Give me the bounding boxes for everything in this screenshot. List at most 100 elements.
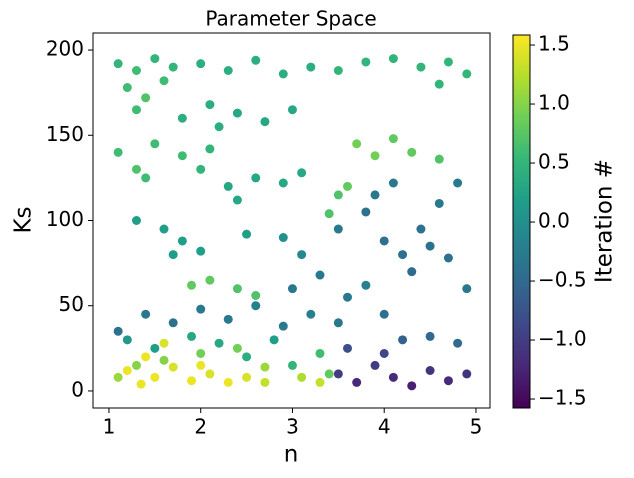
point [443, 57, 453, 67]
point [223, 181, 233, 191]
y-tick-label: 50 [59, 292, 84, 316]
point [306, 309, 316, 319]
point [187, 331, 197, 341]
point [214, 338, 224, 348]
point [131, 105, 141, 115]
point [205, 144, 215, 154]
point [379, 236, 389, 246]
point [260, 377, 270, 387]
point [223, 314, 233, 324]
point [343, 292, 353, 302]
point [113, 372, 123, 382]
point [388, 178, 398, 188]
point [306, 62, 316, 72]
point [141, 173, 151, 183]
point [388, 372, 398, 382]
point [370, 151, 380, 161]
point [425, 241, 435, 251]
point [333, 318, 343, 328]
point [443, 376, 453, 386]
point [232, 343, 242, 353]
point [141, 309, 151, 319]
point [352, 377, 362, 387]
x-tick-label: 4 [378, 415, 391, 439]
point [333, 66, 343, 75]
colorbar-tick-label: 0.5 [538, 150, 570, 174]
point [122, 83, 132, 93]
colorbar-tick-label: −1.5 [538, 386, 587, 410]
point [324, 369, 334, 379]
point [232, 195, 242, 205]
colorbar-tick-label: 1.0 [538, 91, 570, 115]
point [168, 362, 178, 372]
point [187, 376, 197, 386]
point [113, 59, 123, 69]
y-tick-label: 100 [46, 207, 84, 231]
colorbar-tick-label: −1.0 [538, 327, 587, 351]
point [388, 54, 398, 64]
point [297, 250, 307, 260]
point [251, 291, 261, 300]
point [315, 377, 325, 387]
point [343, 181, 353, 191]
point [232, 284, 242, 294]
point [361, 57, 371, 67]
point [168, 62, 178, 72]
colorbar [512, 34, 531, 409]
point [150, 343, 160, 353]
point [141, 93, 151, 103]
point [287, 284, 297, 294]
point [196, 348, 206, 358]
point [251, 301, 261, 311]
point [278, 178, 288, 188]
point [425, 366, 435, 375]
x-tick-label: 5 [470, 415, 483, 439]
point [287, 105, 297, 115]
point [196, 59, 206, 69]
point [260, 117, 270, 127]
point [361, 207, 371, 217]
point [297, 168, 307, 178]
point [131, 66, 141, 75]
point [407, 381, 417, 391]
point [141, 352, 151, 362]
point [434, 198, 444, 208]
point [131, 216, 141, 225]
chart-title: Parameter Space [205, 7, 376, 31]
point [361, 280, 371, 290]
point [223, 66, 233, 75]
point [425, 331, 435, 341]
point [370, 190, 380, 200]
y-tick-label: 200 [46, 37, 84, 61]
point [159, 355, 169, 365]
point [287, 360, 297, 370]
x-tick-label: 2 [194, 415, 207, 439]
point [251, 55, 261, 65]
point [278, 69, 288, 79]
point [205, 100, 215, 110]
point [416, 224, 426, 234]
point [214, 122, 224, 132]
point [333, 224, 343, 234]
point [177, 113, 187, 123]
point [168, 318, 178, 328]
point [150, 54, 160, 64]
point [122, 335, 132, 345]
colorbar-label: Iteration # [592, 159, 618, 283]
point [434, 154, 444, 164]
point [205, 369, 215, 379]
point [315, 270, 325, 280]
point [196, 164, 206, 174]
point [278, 321, 288, 331]
point [269, 335, 279, 345]
point [352, 139, 362, 149]
point [136, 379, 146, 389]
point [187, 280, 197, 290]
point [242, 352, 252, 362]
point [131, 164, 141, 174]
point [407, 267, 417, 277]
point [242, 229, 252, 239]
point [333, 369, 343, 379]
point [223, 377, 233, 387]
point [388, 134, 398, 144]
